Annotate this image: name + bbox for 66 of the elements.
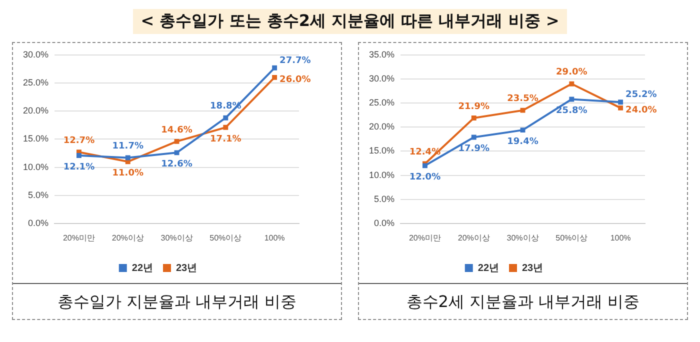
- point: [618, 105, 624, 110]
- data-label: 26.0%: [280, 74, 311, 85]
- data-label: 23.5%: [507, 94, 538, 104]
- point: [520, 108, 526, 113]
- point: [76, 153, 82, 158]
- x-tick-label: 50%이상: [210, 233, 242, 242]
- data-label: 24.0%: [626, 105, 657, 116]
- x-tick-label: 100%: [610, 233, 631, 242]
- data-label: 12.6%: [161, 160, 192, 170]
- point: [618, 100, 624, 105]
- y-tick-label: 0.0%: [374, 218, 395, 228]
- data-label: 11.0%: [112, 168, 144, 178]
- point: [174, 150, 180, 156]
- data-label: 12.0%: [409, 172, 441, 183]
- data-label: 12.1%: [63, 162, 95, 172]
- data-label: 11.7%: [112, 142, 144, 152]
- x-tick-label: 20%미만: [408, 233, 441, 242]
- y-tick-label: 25.0%: [368, 98, 395, 108]
- y-tick-label: 5.0%: [374, 194, 395, 204]
- point: [520, 128, 526, 133]
- y-tick-label: 25.0%: [22, 78, 49, 88]
- x-tick-label: 20%미만: [62, 233, 95, 242]
- x-tick-label: 20%이상: [112, 233, 144, 242]
- data-label: 17.1%: [210, 134, 242, 144]
- y-tick-label: 15.0%: [368, 146, 395, 156]
- y-tick-label: 20.0%: [22, 106, 49, 116]
- x-tick-label: 30%이상: [160, 233, 193, 242]
- legend-label: 23년: [176, 262, 198, 274]
- x-tick-label: 100%: [264, 233, 285, 242]
- legend-label: 22년: [132, 262, 153, 274]
- legend-label: 22년: [478, 262, 499, 274]
- y-tick-label: 10.0%: [22, 162, 49, 172]
- point: [569, 96, 574, 102]
- point: [272, 65, 278, 70]
- data-label: 25.8%: [556, 106, 588, 116]
- point: [471, 134, 476, 140]
- y-tick-label: 20.0%: [368, 122, 395, 132]
- point: [272, 74, 278, 80]
- point: [569, 81, 574, 86]
- y-tick-label: 5.0%: [28, 190, 49, 200]
- y-tick-label: 30.0%: [22, 49, 49, 60]
- x-axis-title: 총수2세 지분율과 내부거래 비중: [359, 283, 687, 320]
- y-tick-label: 15.0%: [22, 134, 49, 144]
- data-label: 21.9%: [458, 102, 490, 112]
- point: [223, 115, 228, 120]
- point: [223, 124, 228, 130]
- point: [125, 155, 130, 160]
- data-label: 12.7%: [63, 136, 95, 146]
- y-tick-label: 35.0%: [368, 49, 395, 60]
- y-tick-label: 10.0%: [368, 170, 395, 180]
- x-axis-title: 총수일가 지분율과 내부거래 비중: [13, 283, 341, 320]
- data-label: 14.6%: [161, 125, 192, 136]
- x-tick-label: 20%이상: [458, 233, 490, 242]
- x-tick-label: 30%이상: [506, 233, 539, 242]
- data-label: 17.9%: [458, 144, 490, 154]
- x-tick-label: 50%이상: [556, 233, 588, 242]
- point: [471, 116, 476, 121]
- y-tick-label: 30.0%: [368, 74, 395, 84]
- point: [174, 138, 180, 144]
- data-label: 25.2%: [626, 90, 657, 100]
- y-tick-label: 0.0%: [28, 218, 49, 228]
- data-label: 27.7%: [280, 56, 311, 66]
- data-label: 29.0%: [556, 68, 588, 78]
- legend-label: 23년: [522, 262, 544, 274]
- text: < 총수일가 또는 총수2세 지분율에 따른 내부거래 비중 >: [132, 8, 568, 34]
- data-label: 19.4%: [507, 136, 538, 147]
